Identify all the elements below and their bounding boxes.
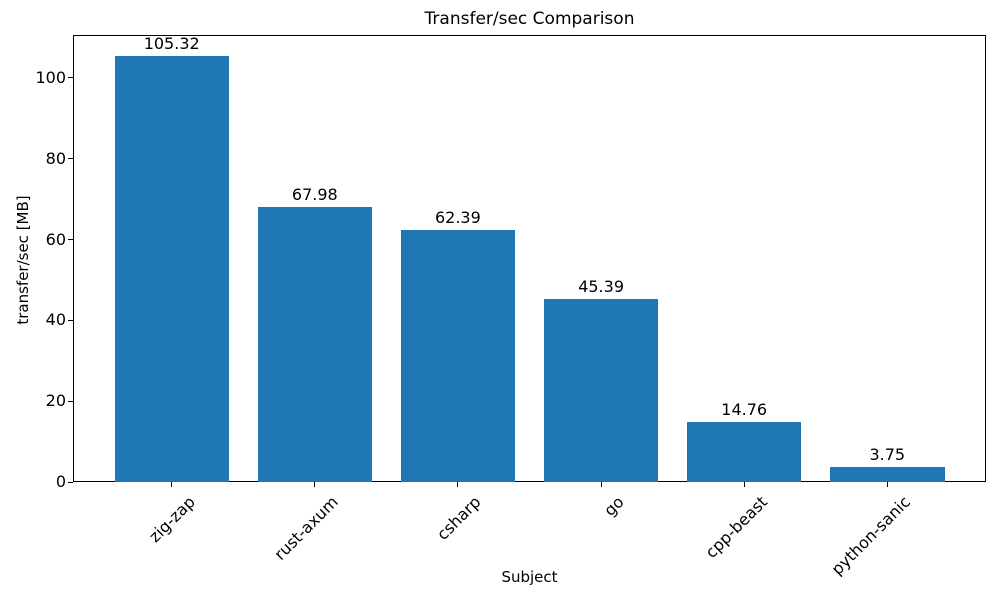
x-tick-mark xyxy=(743,482,745,487)
x-tick-label: csharp xyxy=(433,492,485,544)
bar xyxy=(830,466,945,482)
y-axis-title: transfer/sec [MB] xyxy=(14,195,32,325)
bar xyxy=(686,422,802,482)
y-tick-mark xyxy=(68,481,73,483)
bar-value-label: 14.76 xyxy=(721,400,768,420)
x-tick-label: zig-zap xyxy=(144,492,199,547)
chart-title: Transfer/sec Comparison xyxy=(424,9,635,29)
bar-value-label: 62.39 xyxy=(434,207,481,227)
y-tick-mark xyxy=(68,400,73,402)
y-tick-label: 20 xyxy=(45,391,66,411)
y-tick-mark xyxy=(68,319,73,321)
y-tick-mark xyxy=(68,239,73,240)
x-tick-label-anchor: csharp xyxy=(418,492,484,543)
bar-value-label: 45.39 xyxy=(578,276,624,296)
y-tick-label: 40 xyxy=(45,310,66,330)
x-tick-label-anchor: zig-zap xyxy=(129,492,199,546)
bar-value-label: 3.75 xyxy=(869,444,906,464)
y-tick-mark xyxy=(68,158,73,160)
bar-value-label: 67.98 xyxy=(291,185,338,205)
x-tick-label: rust-axum xyxy=(270,492,342,564)
x-tick-label-anchor: cpp-beast xyxy=(679,492,771,562)
bar xyxy=(543,298,659,482)
bar xyxy=(257,207,373,482)
x-tick-mark xyxy=(457,482,459,487)
x-tick-mark xyxy=(314,482,316,487)
x-tick-label: go xyxy=(600,492,628,520)
x-tick-label: python-sanic xyxy=(827,492,915,579)
bar-value-label: 105.32 xyxy=(143,34,200,54)
y-tick-mark xyxy=(68,77,73,79)
x-tick-label-anchor: rust-axum xyxy=(247,492,341,563)
bar xyxy=(400,229,516,482)
x-tick-mark xyxy=(600,482,602,487)
y-tick-label: 60 xyxy=(45,229,66,249)
x-tick-mark xyxy=(886,482,888,487)
x-tick-label-anchor: go xyxy=(595,492,628,520)
x-tick-label-anchor: python-sanic xyxy=(798,492,914,578)
y-tick-label: 100 xyxy=(35,67,66,87)
x-tick-mark xyxy=(171,482,173,487)
x-axis-title: Subject xyxy=(501,568,558,586)
x-tick-label: cpp-beast xyxy=(701,492,771,562)
y-tick-label: 0 xyxy=(55,472,66,491)
bar xyxy=(114,56,229,482)
y-tick-label: 80 xyxy=(45,148,66,168)
